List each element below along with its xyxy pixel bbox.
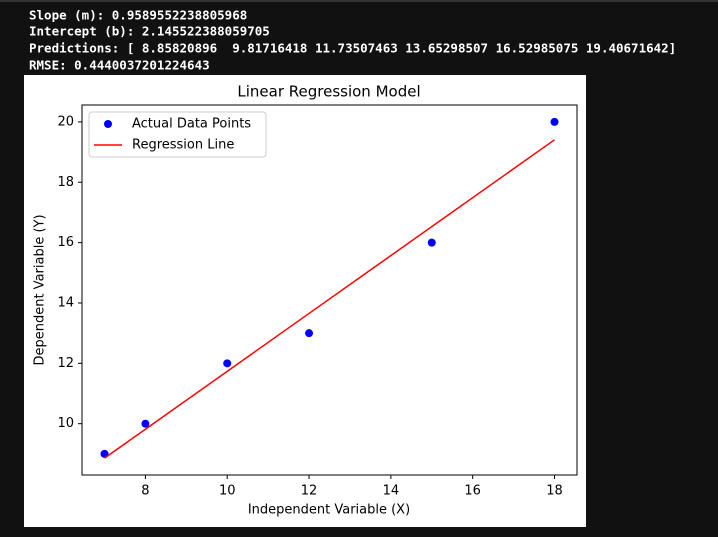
regression-line <box>104 139 555 459</box>
y-axis-label: Dependent Variable (Y) <box>33 214 48 365</box>
data-point <box>305 329 314 338</box>
x-tick-label: 8 <box>141 484 149 499</box>
y-tick-label: 18 <box>57 175 74 190</box>
data-point <box>550 117 559 126</box>
x-tick-label: 16 <box>464 484 481 499</box>
y-tick-label: 10 <box>57 416 74 431</box>
x-tick-label: 12 <box>301 484 318 499</box>
console-line: RMSE: 0.4440037201224643 <box>29 58 210 73</box>
chart-title: Linear Regression Model <box>237 83 420 101</box>
y-tick-label: 12 <box>57 356 74 371</box>
plot-frame <box>81 104 578 476</box>
x-tick-label: 10 <box>219 484 236 499</box>
console-line: Intercept (b): 2.145522388059705 <box>29 24 270 39</box>
y-tick-label: 16 <box>57 235 74 250</box>
legend-box <box>88 111 267 158</box>
data-point <box>223 359 232 368</box>
legend-swatch <box>104 120 112 128</box>
data-point <box>141 419 150 428</box>
console-line: Slope (m): 0.9589552238805968 <box>29 8 247 23</box>
legend-label: Actual Data Points <box>132 117 251 132</box>
top-border <box>0 0 718 2</box>
x-tick-label: 18 <box>546 484 563 499</box>
x-axis-label: Independent Variable (X) <box>248 503 410 518</box>
data-point <box>427 238 436 247</box>
console-line: Predictions: [ 8.85820896 9.81716418 11.… <box>29 41 676 56</box>
legend-label: Regression Line <box>132 138 234 153</box>
x-tick-label: 14 <box>383 484 400 499</box>
y-tick-label: 14 <box>57 295 74 310</box>
y-tick-label: 20 <box>57 114 74 129</box>
